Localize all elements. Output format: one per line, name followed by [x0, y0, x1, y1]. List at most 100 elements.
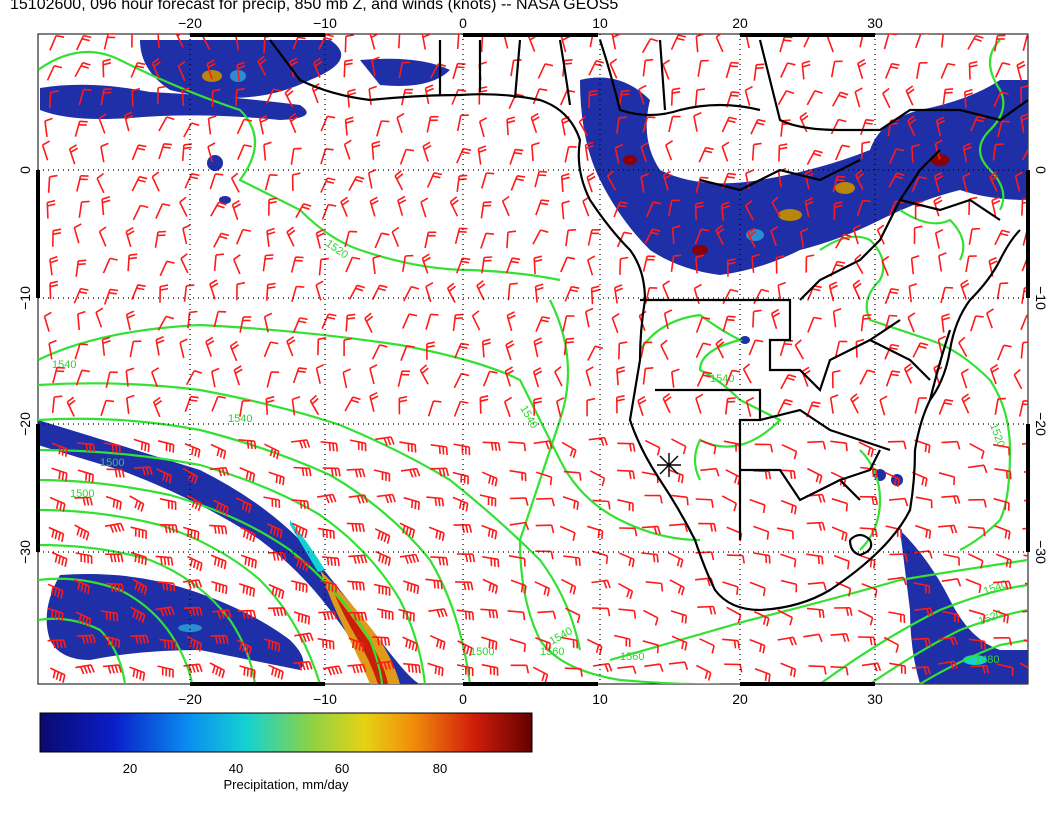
wind-barb	[235, 228, 251, 245]
wind-barb	[970, 664, 990, 674]
wind-barb	[291, 172, 301, 191]
wind-barb	[315, 228, 325, 249]
wind-barb	[913, 550, 933, 559]
wind-barb	[313, 57, 323, 79]
wind-barb	[456, 147, 472, 164]
wind-barb	[994, 62, 1011, 78]
wind-barb	[236, 118, 253, 135]
wind-barb	[453, 443, 471, 456]
wind-barb	[75, 611, 92, 627]
wind-barb	[320, 115, 336, 132]
wind-barb	[907, 115, 917, 136]
wind-barb	[587, 255, 596, 276]
wind-barb	[399, 522, 416, 538]
wind-barb	[290, 256, 304, 273]
wind-barb	[968, 638, 986, 650]
wind-barb	[721, 116, 737, 133]
wind-barb	[775, 255, 785, 274]
wind-barb	[74, 343, 88, 360]
wind-barb	[642, 58, 654, 77]
wind-barb	[857, 609, 874, 626]
wind-barb	[373, 469, 391, 482]
wind-barb	[510, 579, 527, 594]
wind-barb	[343, 337, 353, 357]
wind-barb	[614, 634, 631, 648]
wind-barb	[453, 372, 470, 389]
wind-barb	[640, 173, 649, 193]
wind-barb	[914, 607, 934, 617]
wind-barb	[781, 443, 798, 460]
wind-barb	[780, 374, 797, 390]
wind-barb	[747, 227, 757, 248]
wind-barb	[885, 370, 901, 387]
wind-barbs	[41, 34, 1028, 683]
wind-barb	[643, 609, 659, 626]
wind-barb	[344, 34, 354, 53]
wind-barb	[588, 89, 598, 108]
wind-barb	[993, 91, 1009, 108]
wind-barb	[156, 468, 172, 484]
wind-barb	[642, 255, 656, 272]
wind-barb	[854, 169, 865, 190]
wind-barb	[694, 88, 705, 107]
wind-barb	[700, 467, 720, 477]
wind-barb	[509, 469, 527, 482]
wind-barb	[182, 579, 203, 590]
wind-barb	[617, 665, 637, 675]
wind-barb	[317, 337, 327, 356]
wind-barb	[157, 315, 175, 331]
wind-barb	[940, 62, 956, 79]
wind-barb	[344, 116, 354, 136]
wind-barb	[264, 174, 278, 191]
wind-barb	[995, 553, 1012, 569]
wind-barb	[616, 116, 627, 134]
wind-barb	[668, 115, 681, 133]
wind-barb	[263, 141, 272, 161]
wind-barb	[832, 175, 846, 193]
wind-barb	[695, 498, 714, 508]
wind-barb	[806, 90, 823, 106]
wind-barb	[421, 253, 431, 274]
lat-lon-grid	[38, 34, 1028, 684]
wind-barb	[642, 367, 654, 385]
wind-barb	[835, 144, 850, 161]
wind-barb	[291, 396, 301, 416]
wind-barb	[186, 636, 203, 652]
wind-barb	[369, 364, 378, 385]
wind-barb	[968, 60, 978, 80]
wind-barb	[799, 228, 809, 248]
wind-barb	[211, 88, 221, 108]
wind-barb	[667, 552, 684, 568]
wind-barb	[266, 523, 283, 539]
wind-barb	[724, 663, 743, 673]
wind-barb	[834, 607, 853, 616]
wind-barb	[210, 201, 227, 217]
wind-barb	[671, 368, 680, 388]
wind-barb	[348, 494, 368, 504]
wind-barb	[645, 439, 661, 456]
wind-barb	[660, 339, 669, 360]
wind-barb	[1022, 527, 1028, 530]
wind-barb	[184, 442, 201, 458]
wind-barb	[177, 60, 186, 82]
wind-barb	[428, 526, 445, 542]
wind-barb	[131, 87, 141, 107]
wind-barb	[130, 526, 147, 539]
wind-barb	[428, 608, 448, 618]
wind-barb	[233, 365, 243, 386]
wind-barb	[754, 668, 771, 683]
wind-barb	[456, 664, 474, 677]
wind-barb	[235, 87, 245, 106]
wind-barb	[830, 666, 849, 676]
wind-barb	[159, 638, 177, 650]
wind-barb	[722, 288, 739, 305]
wind-barb	[343, 59, 353, 78]
wind-barb	[916, 61, 928, 79]
wind-barb	[100, 399, 115, 416]
wind-barb	[535, 199, 550, 216]
wind-barb	[211, 395, 226, 412]
wind-barb	[293, 466, 312, 477]
wind-barb	[915, 524, 932, 539]
wind-barb	[345, 256, 361, 273]
wind-barb	[95, 307, 104, 328]
